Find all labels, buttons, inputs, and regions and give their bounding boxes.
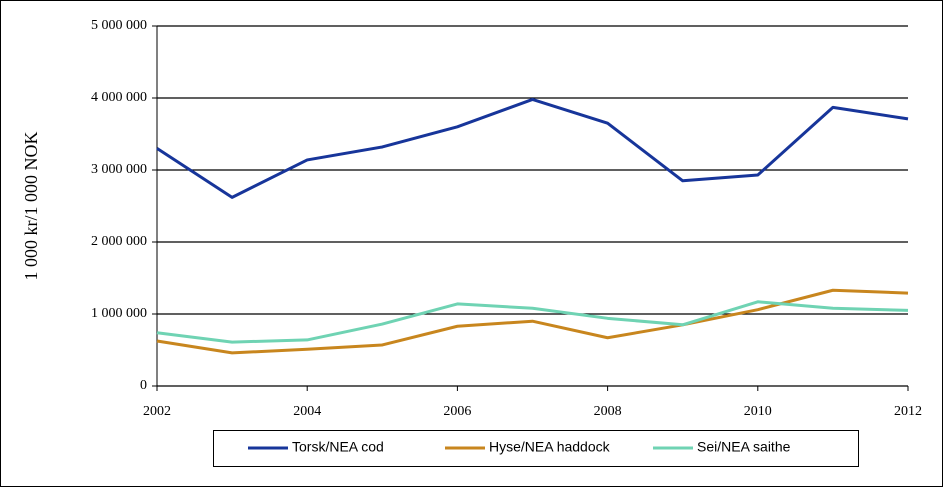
x-tick-label: 2008 [594,404,622,419]
y-axis-label: 1 000 kr/1 000 NOK [21,132,41,281]
y-tick-label: 2 000 000 [91,234,147,249]
x-tick-label: 2006 [443,404,471,419]
series-line [156,97,909,199]
series-line [156,300,909,344]
y-tick-label: 5 000 000 [91,18,147,33]
x-tick-label: 2012 [894,404,922,419]
y-tick-label: 4 000 000 [91,90,147,105]
legend-label: Torsk/NEA cod [292,439,384,455]
legend-label: Sei/NEA saithe [697,439,791,455]
y-tick-label: 1 000 000 [91,306,147,321]
legend-box [213,430,859,467]
legend-label: Hyse/NEA haddock [489,439,611,455]
x-tick-label: 2010 [744,404,772,419]
x-tick-label: 2004 [293,404,321,419]
y-tick-label: 3 000 000 [91,162,147,177]
x-tick-label: 2002 [143,404,171,419]
y-tick-label: 0 [140,378,147,393]
